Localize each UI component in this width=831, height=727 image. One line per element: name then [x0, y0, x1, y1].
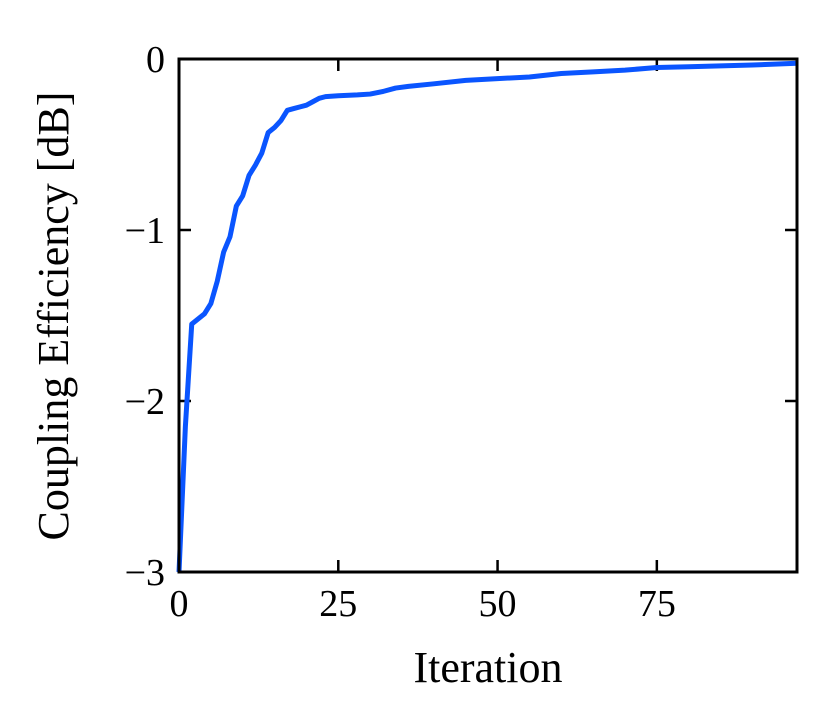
plot-frame: [177, 57, 799, 574]
x-tick-label: 50: [479, 583, 517, 625]
y-tick-label: −3: [125, 552, 165, 594]
y-tick-label: 0: [146, 39, 165, 81]
x-tick-label: 0: [170, 583, 189, 625]
y-axis-label: Coupling Efficiency [dB]: [29, 92, 78, 541]
y-tick-label: −2: [125, 381, 165, 423]
data-line: [176, 60, 798, 573]
y-tick-label: −1: [125, 210, 165, 252]
x-tick-label: 25: [319, 583, 357, 625]
x-tick-label: 75: [638, 583, 676, 625]
x-axis-label: Iteration: [413, 643, 562, 692]
